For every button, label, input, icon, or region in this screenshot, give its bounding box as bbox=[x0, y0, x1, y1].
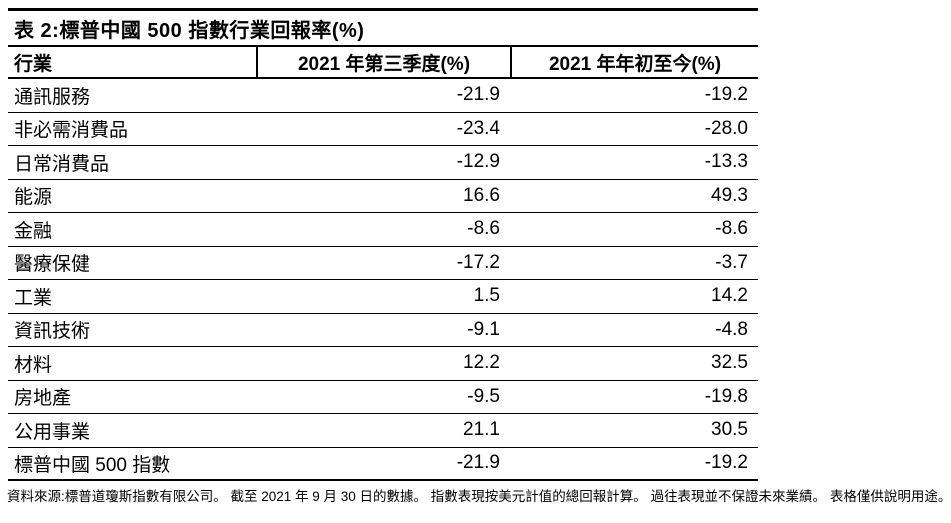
q3-value-cell: -23.4 bbox=[456, 117, 500, 139]
q3-value-cell: -17.2 bbox=[456, 251, 500, 273]
q3-value-cell: 1.5 bbox=[473, 285, 500, 307]
table-row: 金融 -8.6 -8.6 bbox=[8, 213, 758, 247]
column-header-q3: 2021 年第三季度(%) bbox=[256, 47, 512, 77]
table-header-row: 行業 2021 年第三季度(%) 2021 年年初至今(%) bbox=[8, 47, 758, 79]
q3-value-cell: 12.2 bbox=[463, 352, 500, 374]
sector-cell: 能源 bbox=[14, 187, 53, 209]
q3-value-cell: -8.6 bbox=[467, 218, 500, 240]
ytd-value-cell: 32.5 bbox=[711, 352, 748, 374]
table-row: 工業 1.5 14.2 bbox=[8, 280, 758, 314]
table-row: 日常消費品 -12.9 -13.3 bbox=[8, 146, 758, 180]
column-header-sector: 行業 bbox=[14, 53, 53, 75]
sector-cell: 通訊服務 bbox=[14, 86, 91, 108]
q3-value-cell: -21.9 bbox=[456, 452, 500, 474]
table-row: 標普中國 500 指數 -21.9 -19.2 bbox=[8, 448, 758, 481]
ytd-value-cell: 49.3 bbox=[711, 184, 748, 206]
sector-cell: 非必需消費品 bbox=[14, 120, 129, 142]
sector-cell: 日常消費品 bbox=[14, 153, 110, 175]
table-row: 通訊服務 -21.9 -19.2 bbox=[8, 79, 758, 113]
ytd-value-cell: -4.8 bbox=[715, 318, 748, 340]
sector-cell: 標普中國 500 指數 bbox=[14, 454, 171, 476]
table-row: 非必需消費品 -23.4 -28.0 bbox=[8, 113, 758, 146]
q3-value-cell: 21.1 bbox=[463, 419, 500, 441]
ytd-value-cell: -13.3 bbox=[704, 151, 748, 173]
q3-value-cell: -9.1 bbox=[467, 318, 500, 340]
sector-cell: 公用事業 bbox=[14, 421, 91, 443]
ytd-value-cell: 30.5 bbox=[711, 419, 748, 441]
table-body: 通訊服務 -21.9 -19.2 非必需消費品 -23.4 -28.0 日常消費… bbox=[8, 79, 758, 481]
sector-cell: 材料 bbox=[14, 354, 53, 376]
ytd-value-cell: -8.6 bbox=[715, 218, 748, 240]
table-row: 房地產 -9.5 -19.8 bbox=[8, 381, 758, 414]
sector-cell: 資訊技術 bbox=[14, 321, 91, 343]
table-row: 資訊技術 -9.1 -4.8 bbox=[8, 314, 758, 347]
q3-value-cell: -21.9 bbox=[456, 84, 500, 106]
sector-returns-table: 表 2:標普中國 500 指數行業回報率(%) 行業 2021 年第三季度(%)… bbox=[8, 8, 758, 481]
sector-cell: 醫療保健 bbox=[14, 254, 91, 276]
sector-cell: 房地產 bbox=[14, 388, 72, 410]
table-row: 能源 16.6 49.3 bbox=[8, 180, 758, 213]
sector-cell: 金融 bbox=[14, 220, 53, 242]
ytd-value-cell: -19.2 bbox=[704, 452, 748, 474]
q3-value-cell: 16.6 bbox=[463, 184, 500, 206]
q3-value-cell: -9.5 bbox=[467, 385, 500, 407]
q3-value-cell: -12.9 bbox=[456, 151, 500, 173]
table-row: 材料 12.2 32.5 bbox=[8, 347, 758, 381]
ytd-value-cell: 14.2 bbox=[711, 285, 748, 307]
ytd-value-cell: -19.8 bbox=[704, 385, 748, 407]
table-row: 公用事業 21.1 30.5 bbox=[8, 414, 758, 448]
ytd-value-cell: -19.2 bbox=[704, 84, 748, 106]
sector-cell: 工業 bbox=[14, 287, 53, 309]
source-footnote: 資料來源:標普道瓊斯指數有限公司。 截至 2021 年 9 月 30 日的數據。… bbox=[7, 489, 951, 504]
column-header-ytd: 2021 年年初至今(%) bbox=[548, 53, 722, 75]
table-row: 醫療保健 -17.2 -3.7 bbox=[8, 247, 758, 280]
ytd-value-cell: -3.7 bbox=[715, 251, 748, 273]
table-title: 表 2:標普中國 500 指數行業回報率(%) bbox=[8, 8, 758, 47]
ytd-value-cell: -28.0 bbox=[704, 117, 748, 139]
